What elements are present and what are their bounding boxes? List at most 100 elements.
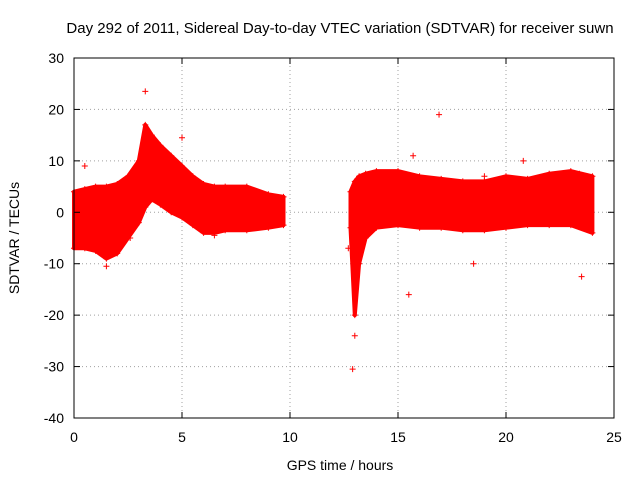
data-point-marker: [135, 157, 142, 164]
data-point-marker: [438, 175, 445, 182]
x-axis-label: GPS time / hours: [287, 457, 394, 473]
data-point-marker: [524, 175, 531, 182]
data-point-marker: [81, 186, 88, 193]
data-point-marker: [114, 250, 121, 257]
data-point-marker: [589, 229, 596, 236]
data-layer: [71, 88, 596, 373]
data-point-marker: [280, 193, 287, 200]
data-point-marker: [280, 222, 287, 229]
x-tick-label: 25: [606, 429, 622, 445]
data-point-outlier: [405, 291, 412, 298]
data-point-outlier: [179, 134, 185, 141]
ticks: 0 5 10 15 20 25 -40 -30 -20 -10 0 10 20 30: [44, 50, 622, 445]
y-tick-label: 0: [56, 204, 64, 220]
y-axis-label: SDTVAR / TECUs: [6, 182, 22, 294]
y-tick-label: -40: [44, 410, 64, 426]
data-point-marker: [362, 235, 369, 241]
data-point-outlier: [127, 235, 134, 241]
y-tick-label: -20: [44, 307, 64, 323]
data-point-marker: [179, 163, 185, 169]
y-tick-label: 20: [48, 101, 64, 117]
data-point-outlier: [520, 157, 527, 164]
x-tick-label: 20: [498, 429, 514, 445]
data-point-outlier: [444, 206, 451, 213]
data-point-marker: [103, 183, 110, 190]
data-point-marker: [142, 121, 149, 128]
data-point-marker: [416, 173, 423, 180]
data-point-outlier: [576, 170, 583, 177]
data-point-marker: [92, 247, 99, 254]
data-point-marker: [142, 204, 149, 211]
data-point-marker: [200, 229, 207, 236]
data-point-marker: [168, 152, 175, 159]
data-point-marker: [243, 227, 250, 234]
x-tick-label: 10: [282, 429, 298, 445]
data-point-outlier: [345, 245, 352, 252]
data-point-marker: [395, 168, 401, 175]
data-point-marker: [222, 227, 229, 234]
data-point-marker: [524, 222, 531, 229]
data-point-marker: [347, 188, 354, 195]
x-tick-label: 15: [390, 429, 406, 445]
data-point-marker: [373, 168, 380, 175]
data-point-marker: [546, 222, 553, 229]
data-point-marker: [416, 224, 423, 231]
data-point-marker: [459, 227, 466, 234]
data-point-marker: [125, 173, 131, 180]
grid: [74, 58, 614, 418]
data-point-outlier: [211, 232, 218, 239]
data-point-outlier: [81, 163, 88, 169]
data-point-marker: [356, 260, 363, 267]
y-tick-label: -30: [44, 359, 64, 375]
data-point-outlier: [351, 332, 358, 339]
data-point-outlier: [349, 366, 356, 373]
data-point-marker: [157, 142, 164, 149]
data-point-marker: [135, 219, 142, 226]
data-point-marker: [356, 173, 363, 180]
data-point-marker: [243, 183, 250, 190]
data-point-outlier: [142, 88, 149, 95]
chart-title: Day 292 of 2011, Sidereal Day-to-day VTE…: [66, 20, 613, 37]
data-point-marker: [481, 178, 488, 185]
data-point-marker: [351, 178, 358, 185]
data-point-marker: [589, 173, 596, 180]
y-tick-label: -10: [44, 256, 64, 272]
data-point-marker: [438, 224, 445, 231]
data-point-marker: [148, 132, 155, 139]
data-point-marker: [179, 214, 185, 221]
plot-frame: [73, 57, 615, 419]
data-point-marker: [189, 222, 196, 229]
data-point-marker: [362, 170, 369, 177]
data-point-marker: [168, 209, 175, 216]
data-point-outlier: [481, 173, 488, 180]
data-point-marker: [503, 224, 509, 231]
data-point-outlier: [410, 152, 417, 159]
data-point-marker: [265, 191, 272, 198]
data-point-marker: [347, 224, 354, 231]
data-point-marker: [395, 222, 401, 229]
data-point-marker: [503, 173, 509, 180]
data-point-marker: [157, 201, 164, 208]
data-point-outlier: [436, 111, 443, 118]
data-point-marker: [265, 224, 272, 231]
data-point-outlier: [470, 260, 477, 267]
x-tick-label: 0: [70, 429, 78, 445]
data-point-marker: [81, 245, 88, 252]
x-tick-label: 5: [178, 429, 186, 445]
data-point-marker: [92, 183, 99, 190]
data-point-marker: [567, 222, 574, 229]
data-point-marker: [481, 227, 488, 234]
data-point-marker: [148, 196, 155, 203]
data-point-marker: [373, 224, 380, 231]
data-point-marker: [459, 178, 466, 185]
data-point-marker: [211, 183, 218, 190]
data-point-outlier: [103, 263, 110, 270]
data-point-outlier: [578, 273, 585, 280]
data-point-marker: [189, 173, 196, 180]
data-point-marker: [103, 255, 110, 262]
y-tick-label: 10: [48, 153, 64, 169]
y-tick-label: 30: [48, 50, 64, 66]
data-point-marker: [351, 312, 358, 319]
data-point-marker: [567, 168, 574, 175]
